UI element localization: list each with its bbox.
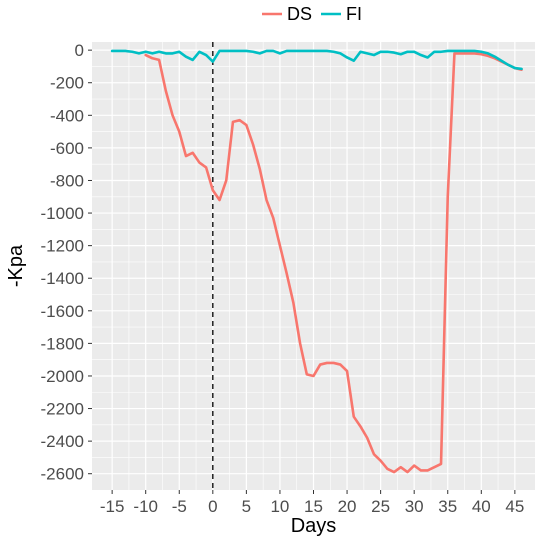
x-tick-label: 0 — [208, 497, 217, 516]
y-tick-label: -1400 — [41, 269, 84, 288]
legend-item-ds: DS — [262, 4, 312, 24]
y-tick-label: -400 — [50, 106, 84, 125]
y-tick-label: -800 — [50, 171, 84, 190]
y-tick-label: -2400 — [41, 432, 84, 451]
x-tick-label: 10 — [270, 497, 289, 516]
y-tick-label: -1800 — [41, 334, 84, 353]
legend-label: DS — [287, 4, 312, 24]
x-tick-label: 35 — [438, 497, 457, 516]
y-tick-label: -1000 — [41, 204, 84, 223]
x-tick-label: -5 — [172, 497, 187, 516]
y-tick-label: -2000 — [41, 367, 84, 386]
x-tick-label: 5 — [242, 497, 251, 516]
x-tick-label: -15 — [100, 497, 125, 516]
series-line-fi — [110, 49, 523, 71]
x-tick-label: 40 — [472, 497, 491, 516]
y-tick-label: -1600 — [41, 302, 84, 321]
y-tick-label: -600 — [50, 139, 84, 158]
y-axis-title: -Kpa — [5, 244, 27, 287]
x-axis-title: Days — [291, 515, 337, 537]
y-axis: 0 -200 -400 -600 -800 -1000 -1200 -1400 -1600 -18… — [41, 41, 92, 484]
x-tick-label: 25 — [371, 497, 390, 516]
x-axis: -15 -10 -5 0 5 10 15 20 25 30 35 40 45 — [100, 490, 524, 516]
y-tick-label: -2200 — [41, 400, 84, 419]
x-tick-label: 15 — [304, 497, 323, 516]
grid-layer — [92, 42, 535, 490]
y-tick-label: -2600 — [41, 465, 84, 484]
x-tick-label: 20 — [338, 497, 357, 516]
series-layer — [110, 49, 523, 474]
x-tick-label: -10 — [133, 497, 158, 516]
series-line-ds — [144, 52, 523, 474]
x-tick-label: 45 — [505, 497, 524, 516]
x-tick-label: 30 — [405, 497, 424, 516]
y-tick-label: 0 — [75, 41, 84, 60]
legend-item-fi: FI — [321, 4, 362, 24]
legend-label: FI — [346, 4, 362, 24]
y-tick-label: -1200 — [41, 237, 84, 256]
legend: DS FI — [262, 4, 362, 24]
y-tick-label: -200 — [50, 74, 84, 93]
